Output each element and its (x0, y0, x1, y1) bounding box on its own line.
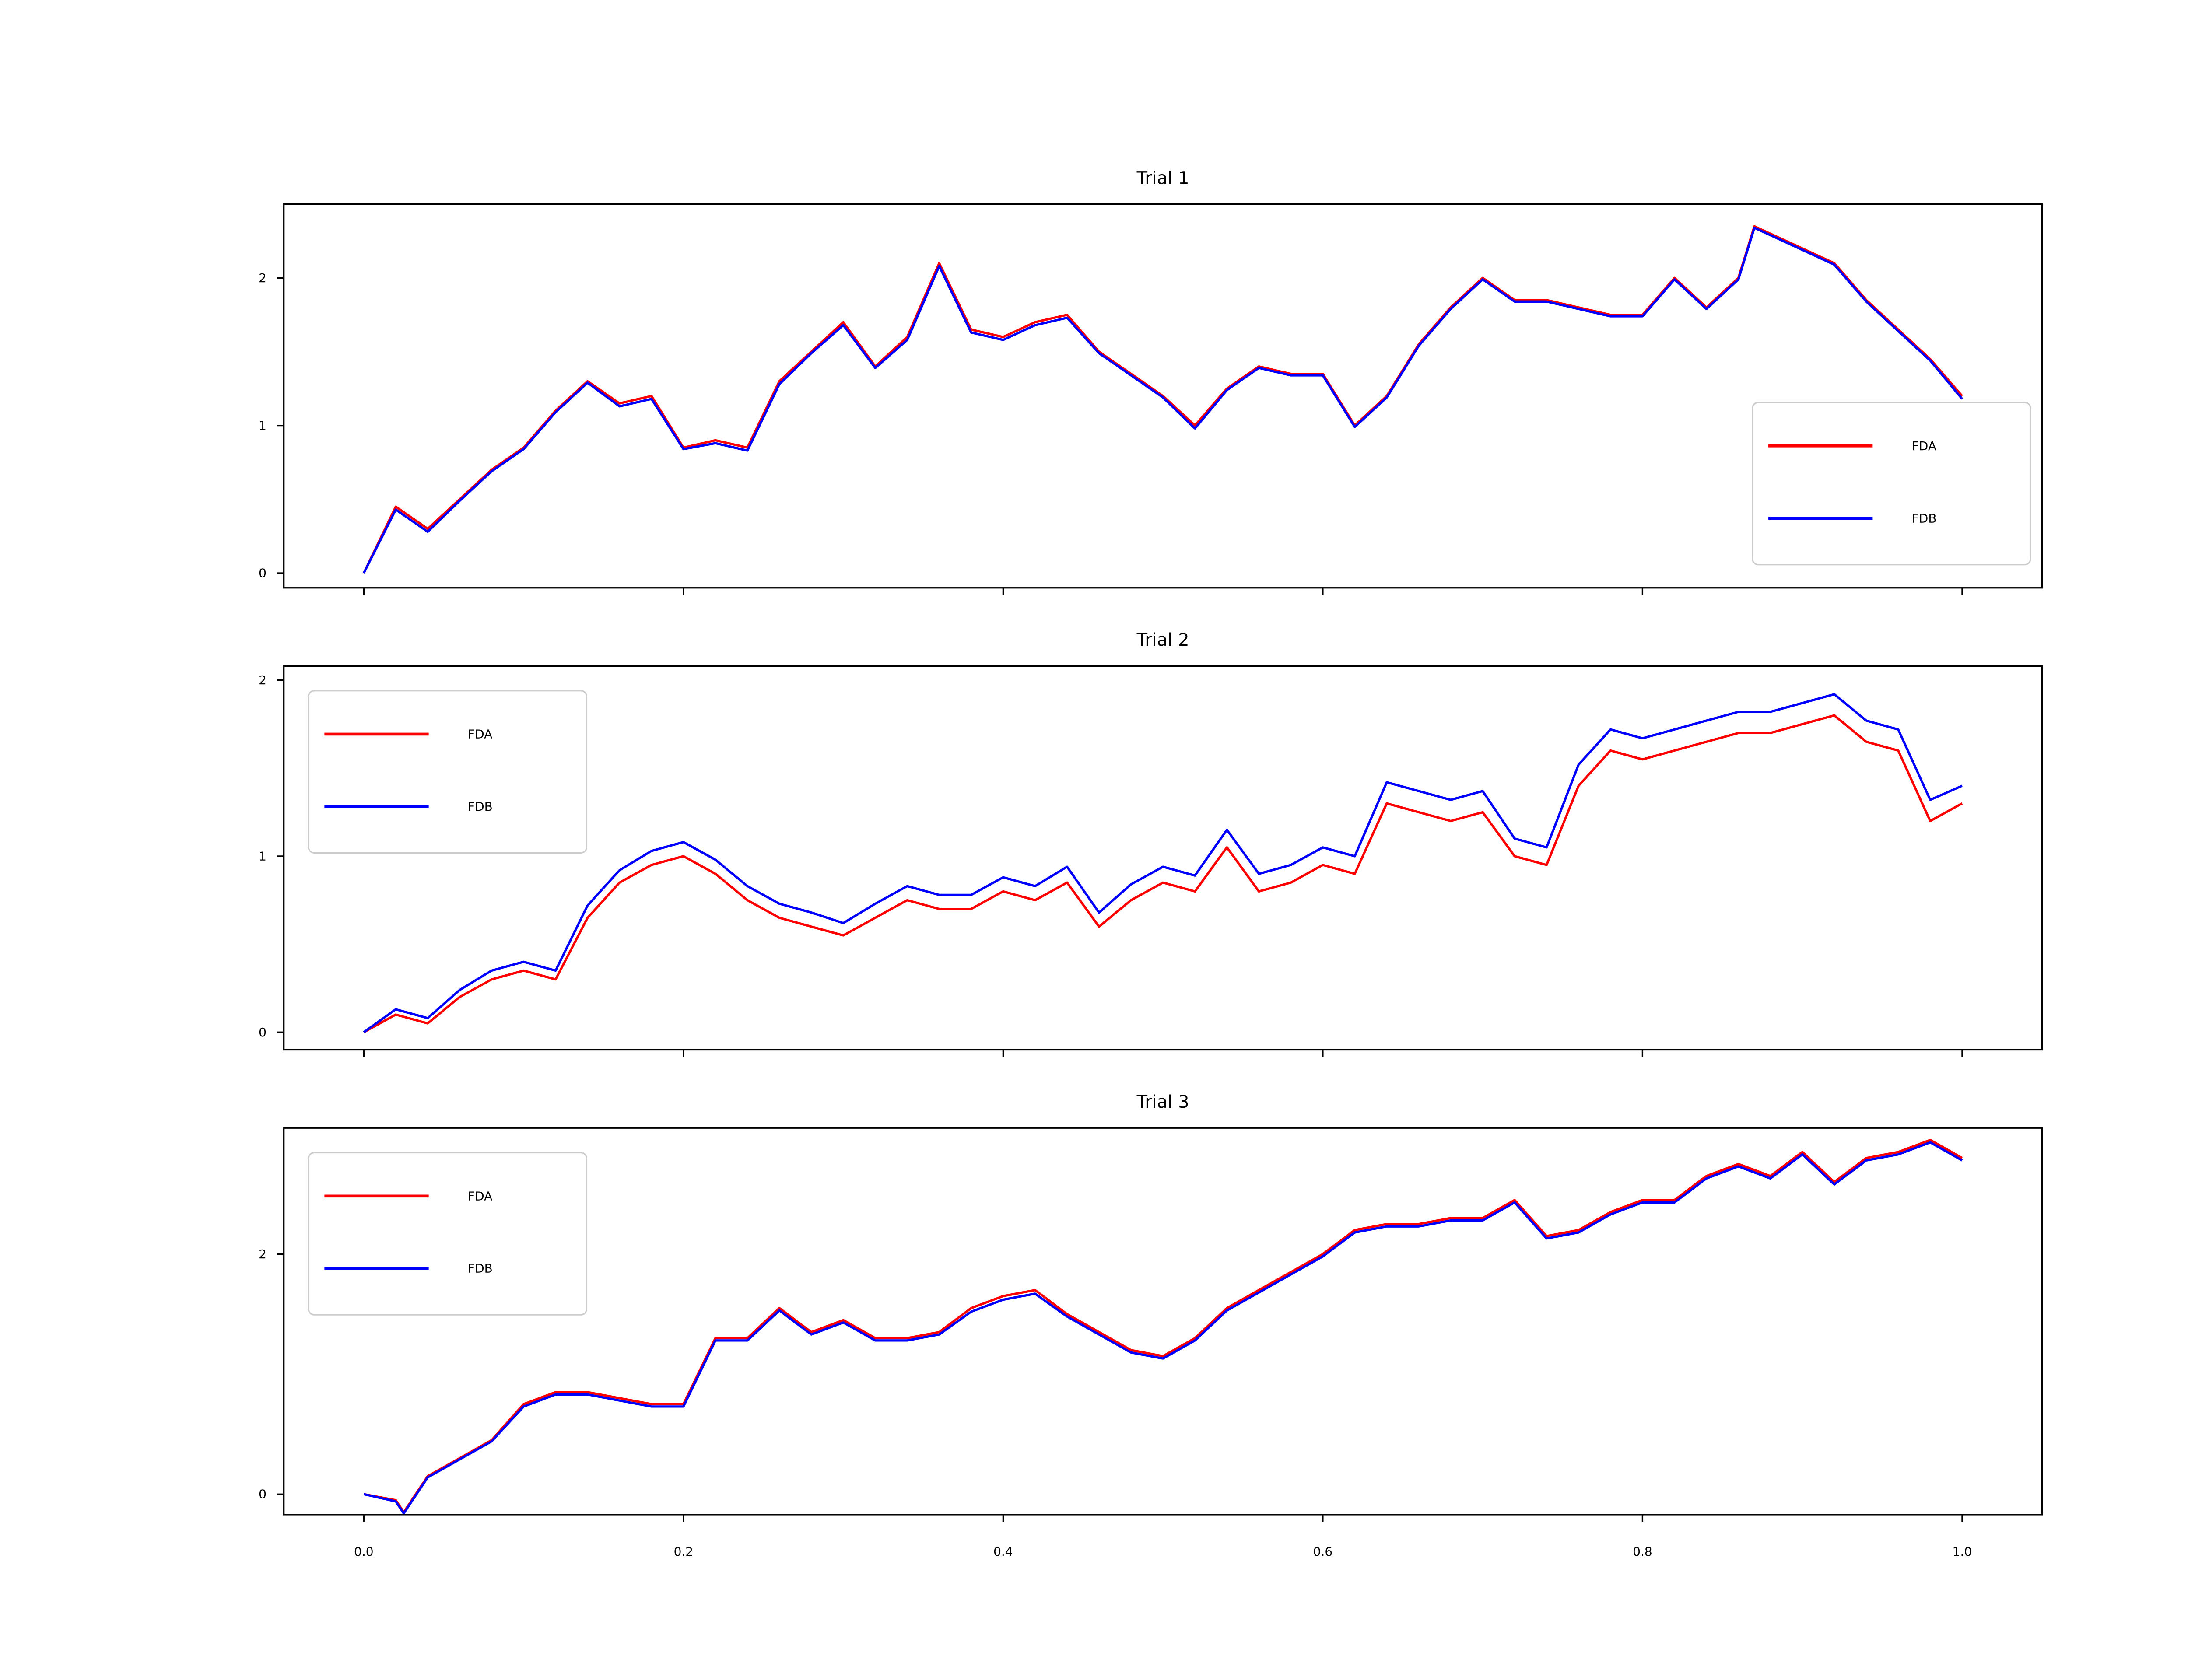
y-tick-label: 0 (259, 1487, 266, 1502)
x-tick-label: 0.2 (674, 1544, 694, 1559)
axes-frame (283, 665, 2043, 1051)
x-tick-label: 1.0 (1953, 1544, 1972, 1559)
y-tick-label: 2 (259, 271, 266, 285)
series-lines (363, 693, 1963, 1033)
series-line-fdb (363, 693, 1963, 1033)
legend-box (1751, 402, 2031, 566)
x-tick-label: 0.4 (993, 1544, 1013, 1559)
series-line-fdb (363, 1141, 1963, 1515)
subplot-1: Trial 1 0 1 2 FDA FDB (259, 168, 2043, 595)
subplot-title: Trial 2 (1136, 630, 1189, 650)
y-tick-label: 2 (259, 673, 266, 687)
legend-label-fda: FDA (1912, 439, 1936, 453)
x-tick-label: 0.6 (1313, 1544, 1333, 1559)
subplot-2: Trial 2 0 1 2 FDA FDB (259, 630, 2043, 1057)
legend-label-fdb: FDB (1912, 511, 1937, 525)
y-tick-label: 0 (259, 566, 266, 580)
legend-label-fda: FDA (468, 1189, 492, 1203)
x-tick-label: 0.0 (354, 1544, 374, 1559)
legend: FDA FDB (308, 1152, 588, 1316)
y-tick-label: 0 (259, 1025, 266, 1040)
legend-box (308, 1152, 588, 1316)
series-line-fda (363, 1138, 1963, 1514)
subplots: Trial 1 0 1 2 FDA FDB Trial 2 0 1 2 FDA FDB Trial 3 0… (259, 168, 2043, 1559)
series-line-fdb (362, 226, 1963, 574)
legend-label-fda: FDA (468, 727, 492, 741)
series-line-fda (363, 714, 1963, 1033)
subplot-3: Trial 3 0.0 0.2 0.4 0.6 0.8 1.0 0 2 FDA FDB (259, 1092, 2043, 1559)
series-lines (362, 225, 1963, 574)
y-tick-label: 2 (259, 1247, 266, 1261)
legend: FDA FDB (308, 690, 588, 854)
legend-label-fdb: FDB (468, 799, 493, 814)
axes-frame (283, 1127, 2043, 1516)
y-tick-label: 1 (259, 418, 266, 433)
legend-box (308, 690, 588, 854)
legend-label-fdb: FDB (468, 1261, 493, 1276)
y-tick-label: 1 (259, 849, 266, 863)
subplot-title: Trial 3 (1136, 1092, 1189, 1112)
legend: FDA FDB (1751, 402, 2031, 566)
x-tick-label: 0.8 (1633, 1544, 1652, 1559)
subplot-title: Trial 1 (1136, 168, 1189, 188)
axes-frame (283, 203, 2043, 589)
series-lines (363, 1138, 1963, 1515)
